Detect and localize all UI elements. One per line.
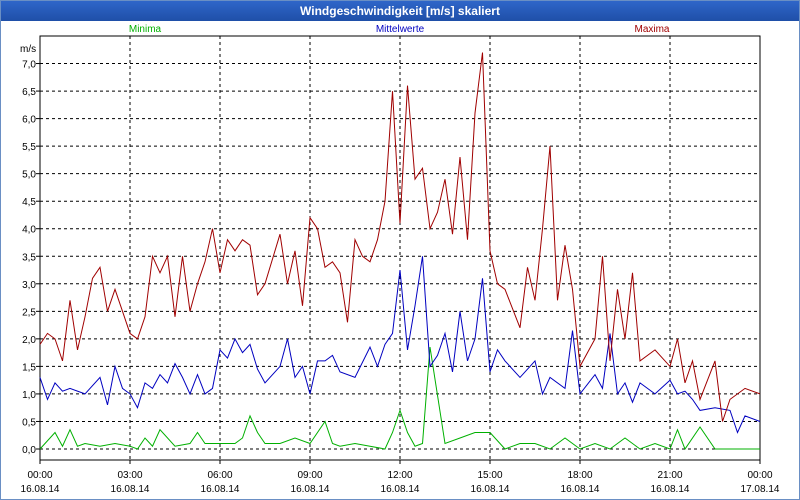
legend-mittelwerte: Mittelwerte [376,24,425,35]
y-tick-label: 4,5 [22,197,36,208]
y-tick-label: 1,5 [22,362,36,373]
y-axis-ticks: 0,0 0,5 1,0 1,5 2,0 2,5 3,0 3,5 4,0 4,5 5,0 5,5 6,0 6… [22,60,40,456]
series-lines [39,52,761,451]
legend-minima: Minima [129,24,162,35]
x-tick-time-label: 12:00 [387,470,412,481]
x-tick-time-label: 00:00 [27,470,52,481]
y-tick-label: 7,0 [22,60,36,71]
grid [40,36,760,460]
x-axis-ticks: 00:00 16.08.14 03:00 16.08.14 06:00 16.08.14 0… [21,460,780,495]
series-line-maxima [39,52,761,422]
x-tick-date-label: 16.08.14 [651,484,690,495]
y-tick-label: 0,5 [22,417,36,428]
x-tick-time-label: 18:00 [567,470,592,481]
x-tick-time-label: 15:00 [477,470,502,481]
x-tick-time-label: 09:00 [297,470,322,481]
x-tick-date-label: 16.08.14 [291,484,330,495]
x-tick-date-label: 16.08.14 [561,484,600,495]
legend: Minima Mittelwerte Maxima [129,24,670,35]
y-tick-label: 1,0 [22,390,36,401]
y-tick-label: 4,0 [22,225,36,236]
y-tick-label: 5,0 [22,170,36,181]
chart-area: m/s 0,0 0,5 1,0 1,5 2,0 2,5 3,0 3,5 4,0 4,5 5,0 5,5… [20,24,780,495]
y-tick-label: 3,5 [22,252,36,263]
x-tick-date-label: 16.08.14 [111,484,150,495]
series-line-minima [39,347,760,451]
x-tick-time-label: 21:00 [657,470,682,481]
x-tick-date-label: 16.08.14 [471,484,510,495]
chart-title: Windgeschwindigkeit [m/s] skaliert [1,1,799,21]
x-tick-date-label: 16.08.14 [21,484,60,495]
y-tick-label: 5,5 [22,142,36,153]
x-tick-date-label: 16.08.14 [381,484,420,495]
x-tick-time-label: 00:00 [747,470,772,481]
y-axis-unit-label: m/s [20,44,36,55]
y-tick-label: 6,0 [22,115,36,126]
legend-maxima: Maxima [634,24,669,35]
x-tick-date-label: 17.08.14 [741,484,780,495]
y-tick-label: 2,0 [22,335,36,346]
y-tick-label: 2,5 [22,307,36,318]
series-line-mittelwerte [39,256,761,434]
x-tick-date-label: 16.08.14 [201,484,240,495]
y-tick-label: 6,5 [22,87,36,98]
x-tick-time-label: 06:00 [207,470,232,481]
x-tick-time-label: 03:00 [117,470,142,481]
y-tick-label: 3,0 [22,280,36,291]
y-tick-label: 0,0 [22,445,36,456]
